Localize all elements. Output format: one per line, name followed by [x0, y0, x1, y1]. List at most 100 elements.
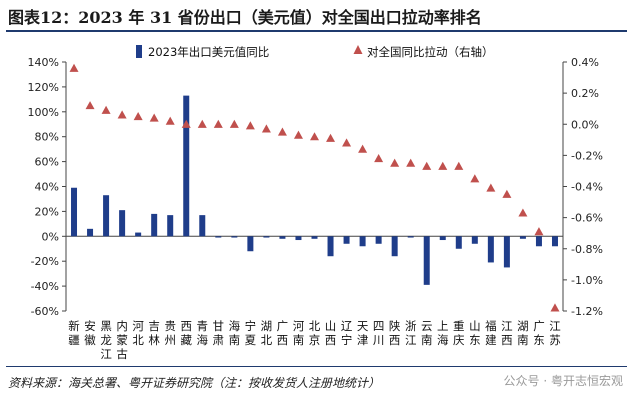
bar — [135, 232, 142, 237]
triangle-point — [261, 124, 271, 133]
category-label: 广西 — [277, 319, 289, 347]
category-label: 江西 — [501, 319, 513, 347]
bar — [407, 236, 414, 238]
right-tick-label: -0.6% — [571, 212, 603, 225]
category-label: 新疆 — [68, 319, 80, 347]
category-label: 甘肃 — [213, 319, 225, 347]
category-label: 辽宁 — [341, 319, 353, 347]
bar-series — [71, 95, 558, 285]
triangle-point — [213, 119, 223, 128]
bar — [391, 236, 398, 257]
right-tick-label: -1.2% — [571, 305, 603, 318]
triangle-point — [374, 153, 384, 163]
bar — [551, 236, 558, 247]
triangle-point — [422, 161, 432, 170]
triangle-point — [293, 130, 303, 139]
right-tick-label: -1.0% — [571, 274, 603, 287]
bar — [279, 236, 286, 239]
bar — [119, 210, 126, 237]
left-tick-label: -60% — [31, 305, 59, 318]
left-tick-label: 40% — [35, 181, 59, 194]
bar — [103, 195, 110, 237]
category-label: 黑龙江 — [100, 319, 112, 361]
left-tick-label: 120% — [28, 81, 59, 94]
category-label: 海南 — [229, 319, 241, 347]
title-divider — [6, 30, 627, 32]
bar — [359, 236, 366, 247]
category-label: 重庆 — [453, 319, 465, 347]
category-label: 宁夏 — [245, 319, 257, 347]
triangle-point — [85, 101, 95, 110]
bar — [231, 236, 238, 238]
left-tick-label: 20% — [35, 205, 59, 218]
chart-area: -60% -40% -20% 0% 20% 40% 60% 80% 100% 120% 140% -1… — [28, 45, 603, 361]
right-tick-label: -0.8% — [571, 243, 603, 256]
triangle-point — [69, 63, 79, 72]
category-label: 青海 — [197, 319, 209, 347]
triangle-point — [133, 111, 143, 121]
triangle-point — [181, 119, 191, 128]
category-label: 陕西 — [389, 319, 401, 347]
bar — [535, 236, 542, 247]
category-label: 安徽 — [84, 319, 96, 347]
bar — [151, 213, 158, 237]
bar — [519, 236, 526, 239]
left-tick-label: 0% — [42, 230, 59, 243]
triangle-point — [117, 110, 127, 119]
category-label: 湖南 — [517, 319, 529, 347]
left-tick-label: 140% — [28, 56, 59, 69]
left-tick-label: -40% — [31, 280, 59, 293]
bar — [199, 215, 206, 237]
triangle-point — [229, 119, 239, 128]
category-label: 云南 — [421, 319, 433, 347]
bar — [503, 236, 510, 268]
category-label: 山西 — [325, 319, 337, 347]
bar — [167, 215, 174, 237]
triangle-point — [326, 133, 336, 142]
category-label: 西藏 — [180, 319, 192, 347]
right-tick-label: 0.4% — [571, 56, 599, 69]
triangle-point — [342, 138, 352, 147]
left-tick-label: 80% — [35, 131, 59, 144]
left-tick-label: -20% — [31, 255, 59, 268]
category-label: 江苏 — [549, 319, 561, 347]
category-label: 河南 — [293, 319, 305, 347]
footer-divider — [6, 366, 627, 367]
left-tick-label: 100% — [28, 106, 59, 119]
legend-triangle-label: 对全国同比拉动（右轴） — [367, 45, 494, 59]
right-tick-label: -0.4% — [571, 181, 603, 194]
triangle-point — [390, 158, 400, 167]
legend-bar-swatch — [136, 45, 142, 58]
category-label: 吉林 — [148, 319, 160, 347]
bar — [327, 236, 334, 257]
bar — [455, 236, 462, 249]
category-label: 福建 — [485, 319, 497, 347]
bar — [423, 236, 430, 285]
right-tick-label: 0.0% — [571, 118, 599, 131]
triangle-point — [502, 189, 512, 198]
category-label: 北京 — [309, 319, 321, 347]
triangle-point — [470, 174, 480, 183]
axes: -60% -40% -20% 0% 20% 40% 60% 80% 100% 120% 140% -1… — [28, 56, 603, 318]
bar — [183, 95, 190, 237]
category-label: 内蒙古 — [116, 319, 128, 361]
category-label: 贵州 — [164, 319, 176, 347]
triangle-point — [454, 161, 464, 170]
category-label: 广东 — [533, 319, 545, 347]
bar — [87, 228, 94, 237]
category-label: 河北 — [132, 319, 144, 347]
triangle-point — [534, 227, 544, 236]
bar — [487, 236, 494, 263]
category-label: 上海 — [437, 319, 449, 347]
triangle-point — [486, 183, 496, 192]
legend: 2023年出口美元值同比 对全国同比拉动（右轴） — [136, 45, 494, 59]
bar — [295, 236, 302, 241]
bar — [311, 236, 318, 239]
triangle-point — [197, 119, 207, 128]
triangle-point — [165, 116, 175, 125]
category-label: 天津 — [357, 319, 369, 347]
right-tick-label: 0.2% — [571, 87, 599, 100]
bar — [215, 236, 222, 238]
bar — [71, 187, 78, 237]
category-label: 四川 — [373, 319, 385, 347]
